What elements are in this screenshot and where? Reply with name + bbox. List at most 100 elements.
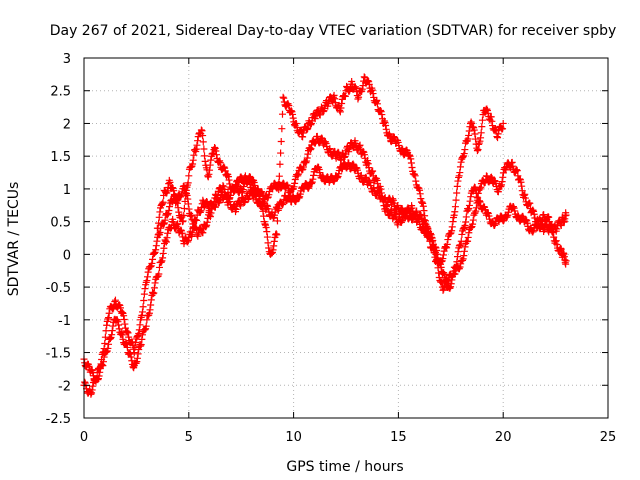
x-tick-label: 5 [185, 430, 193, 445]
data-point [465, 201, 473, 209]
y-tick-label: 1.5 [50, 150, 71, 165]
data-point [349, 160, 357, 168]
data-point [353, 92, 361, 100]
data-point [338, 99, 346, 107]
data-point [120, 312, 128, 320]
data-point [283, 196, 291, 204]
data-point [152, 246, 160, 254]
data-point [296, 190, 304, 198]
data-point [157, 258, 165, 266]
data-point [160, 244, 168, 252]
data-point [466, 197, 474, 205]
data-point [504, 211, 512, 219]
data-point [455, 242, 463, 250]
data-point [136, 321, 144, 329]
data-point [155, 230, 163, 238]
data-point [313, 132, 321, 140]
data-point [120, 316, 128, 324]
data-point [163, 234, 171, 242]
data-point [306, 146, 314, 154]
x-tick-labels: 0 5 10 15 20 25 [80, 430, 616, 445]
y-tick-label: -2.5 [46, 412, 71, 427]
data-point [484, 109, 492, 117]
data-point [97, 360, 105, 368]
data-point [412, 177, 420, 185]
data-point [460, 247, 468, 255]
data-point [151, 279, 159, 287]
data-point [258, 203, 266, 211]
data-point [265, 244, 273, 252]
data-point [476, 137, 484, 145]
data-point [146, 306, 154, 314]
data-point [462, 218, 470, 226]
data-point [164, 229, 172, 237]
data-point [421, 217, 429, 225]
data-point [336, 108, 344, 116]
data-point [145, 309, 153, 317]
plot-frame [83, 57, 609, 419]
data-point [152, 242, 160, 250]
data-point [132, 359, 140, 367]
data-point [196, 208, 204, 216]
data-point [173, 196, 181, 204]
data-point [260, 212, 268, 220]
data-point [169, 218, 177, 226]
data-point [130, 349, 138, 357]
data-point [557, 245, 565, 253]
data-point [159, 198, 167, 206]
data-point [454, 253, 462, 261]
data-point [131, 343, 139, 351]
data-point [529, 206, 537, 214]
data-point [230, 187, 238, 195]
data-point [304, 184, 312, 192]
data-point [424, 224, 432, 232]
data-point [207, 156, 215, 164]
data-point [122, 340, 130, 348]
data-point [154, 224, 162, 232]
data-point [365, 164, 373, 172]
data-point [408, 204, 416, 212]
data-point [370, 93, 378, 101]
data-point [164, 209, 172, 217]
data-point [285, 102, 293, 110]
data-point [143, 277, 151, 285]
data-point [395, 141, 403, 149]
data-point [102, 327, 110, 335]
data-point [150, 249, 158, 257]
data-point [309, 175, 317, 183]
data-point [108, 327, 116, 335]
data-point [472, 186, 480, 194]
data-point [445, 277, 453, 285]
data-point [390, 133, 398, 141]
data-point [143, 316, 151, 324]
data-point [295, 194, 303, 202]
data-point [184, 238, 192, 246]
data-point [197, 126, 205, 134]
data-point [237, 202, 245, 210]
data-point [174, 204, 182, 212]
data-point [294, 170, 302, 178]
data-point [182, 186, 190, 194]
data-point [375, 187, 383, 195]
data-point [465, 229, 473, 237]
data-point [215, 158, 223, 166]
data-point [192, 145, 200, 153]
data-point [379, 198, 387, 206]
data-point [159, 254, 167, 262]
data-point [188, 211, 196, 219]
data-point [210, 202, 218, 210]
data-point [273, 231, 281, 239]
data-point [373, 176, 381, 184]
data-point [544, 213, 552, 221]
chart-title: Day 267 of 2021, Sidereal Day-to-day VTE… [50, 23, 617, 39]
data-point [275, 186, 283, 194]
data-point [504, 208, 512, 216]
data-point [141, 285, 149, 293]
data-point [474, 146, 482, 154]
data-point [232, 205, 240, 213]
data-point [478, 123, 486, 131]
data-point [239, 186, 247, 194]
data-point [326, 145, 334, 153]
data-point [188, 216, 196, 224]
